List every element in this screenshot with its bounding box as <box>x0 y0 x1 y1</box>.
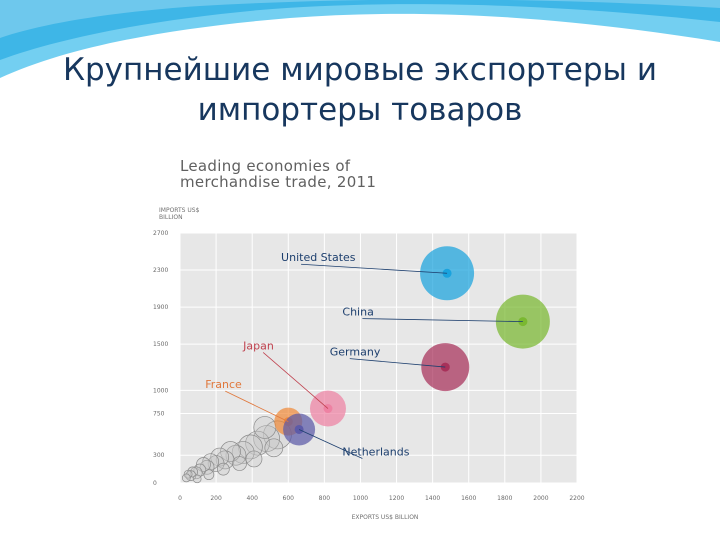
label-united-states: United States <box>281 251 356 264</box>
background-bubble <box>245 430 270 456</box>
plot-area <box>180 233 577 483</box>
label-germany: Germany <box>330 346 381 359</box>
background-bubble <box>203 469 215 481</box>
y-axis-label: IMPORTS US$ BILLION <box>159 207 200 221</box>
x-tick-label: 800 <box>319 495 331 502</box>
x-tick-label: 1200 <box>389 495 404 502</box>
slide-title: Крупнейшие мировые экспортеры и импортер… <box>0 50 720 130</box>
chart-title-line-2: merchandise trade, 2011 <box>180 173 377 191</box>
background-bubble <box>264 438 284 458</box>
chart-title: Leading economies of merchandise trade, … <box>180 158 480 190</box>
x-tick-label: 200 <box>210 495 222 502</box>
point-germany <box>440 362 450 372</box>
slide-title-line-1: Крупнейшие мировые экспортеры и <box>62 52 658 88</box>
background-bubble <box>189 466 203 480</box>
background-bubble <box>220 441 241 462</box>
leader-netherlands <box>298 429 363 459</box>
label-china: China <box>342 306 373 319</box>
x-tick-label: 2000 <box>533 495 548 502</box>
x-tick-label: 1000 <box>353 495 368 502</box>
x-tick-label: 0 <box>178 495 182 502</box>
background-bubble <box>238 434 263 460</box>
leader-japan <box>262 352 329 409</box>
leader-germany <box>349 358 446 368</box>
x-tick-label: 1800 <box>497 495 512 502</box>
y-tick-label: 1500 <box>153 341 168 348</box>
x-tick-label: 600 <box>283 495 295 502</box>
background-bubble <box>245 450 263 468</box>
background-bubble <box>253 416 277 439</box>
label-netherlands: Netherlands <box>342 446 409 459</box>
x-tick-label: 1400 <box>425 495 440 502</box>
leader-france <box>225 390 289 422</box>
background-bubble <box>231 441 255 464</box>
x-tick-label: 400 <box>246 495 258 502</box>
background-bubble <box>225 444 247 466</box>
y-tick-label: 0 <box>153 480 157 487</box>
decorative-swoosh <box>0 0 720 78</box>
y-tick-label: 2700 <box>153 230 168 237</box>
chart-figure: Leading economies of merchandise trade, … <box>145 148 597 536</box>
y-tick-label: 2300 <box>153 267 168 274</box>
label-france: France <box>205 378 242 391</box>
chart-title-line-1: Leading economies of <box>180 157 351 175</box>
x-axis-label: EXPORTS US$ BILLION <box>351 514 419 521</box>
y-tick-label: 1900 <box>153 304 168 311</box>
leader-united-states <box>301 263 448 274</box>
slide-title-line-2: импортеры товаров <box>197 92 523 128</box>
y-tick-label: 300 <box>153 452 165 459</box>
label-japan: Japan <box>242 339 274 352</box>
background-bubble <box>216 462 230 476</box>
y-tick-label: 750 <box>153 411 165 418</box>
background-bubble <box>215 450 235 470</box>
y-tick-label: 1000 <box>153 387 168 394</box>
background-bubble <box>232 456 247 471</box>
x-tick-label: 1600 <box>461 495 476 502</box>
scatter-plot: 0 200 400 600 800 1000 1200 1400 1600 1800 2000 220… <box>153 230 585 502</box>
background-bubble <box>192 474 202 484</box>
background-bubble <box>181 473 191 483</box>
x-tick-label: 2200 <box>569 495 584 502</box>
leader-china <box>362 318 523 323</box>
